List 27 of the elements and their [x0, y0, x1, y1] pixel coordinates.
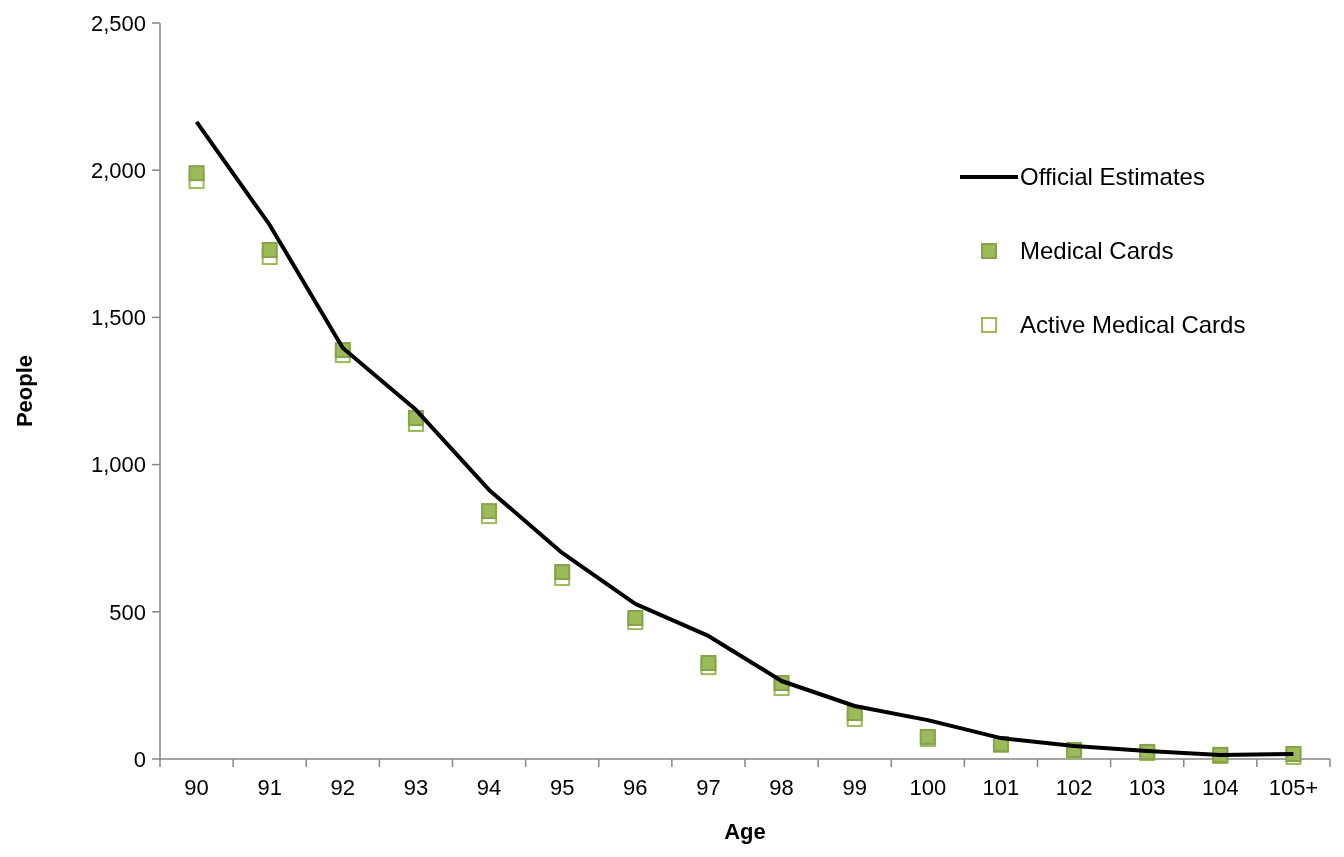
x-tick-label: 105+	[1268, 775, 1319, 800]
x-tick-label: 90	[184, 775, 209, 800]
legend-label: Medical Cards	[1020, 237, 1174, 265]
x-tick-label: 98	[769, 775, 794, 800]
y-axis-title: People	[12, 354, 37, 428]
x-tick-label: 101	[982, 775, 1020, 800]
x-tick-label: 92	[330, 775, 356, 800]
x-tick-label: 100	[909, 775, 947, 800]
x-tick-label: 104	[1201, 775, 1239, 800]
x-tick-label: 96	[623, 775, 648, 800]
y-tick-label: 0	[133, 746, 146, 772]
y-tick-label: 500	[109, 599, 146, 625]
x-tick-label: 97	[696, 775, 721, 800]
legend-label: Official Estimates	[1020, 163, 1205, 191]
y-tick-label: 2,000	[90, 157, 146, 183]
x-tick-label: 94	[476, 775, 502, 800]
x-axis-title: Age	[724, 819, 766, 844]
y-tick-label: 1,500	[90, 305, 146, 331]
legend-label: Active Medical Cards	[1020, 311, 1246, 339]
x-tick-label: 95	[549, 775, 575, 800]
x-tick-label: 103	[1128, 775, 1166, 800]
x-tick-label: 99	[842, 775, 867, 800]
x-tick-label: 93	[403, 775, 429, 800]
y-tick-label: 2,500	[90, 10, 146, 36]
y-tick-label: 1,000	[90, 452, 146, 478]
x-tick-label: 91	[257, 775, 282, 800]
x-tick-label: 102	[1055, 775, 1093, 800]
